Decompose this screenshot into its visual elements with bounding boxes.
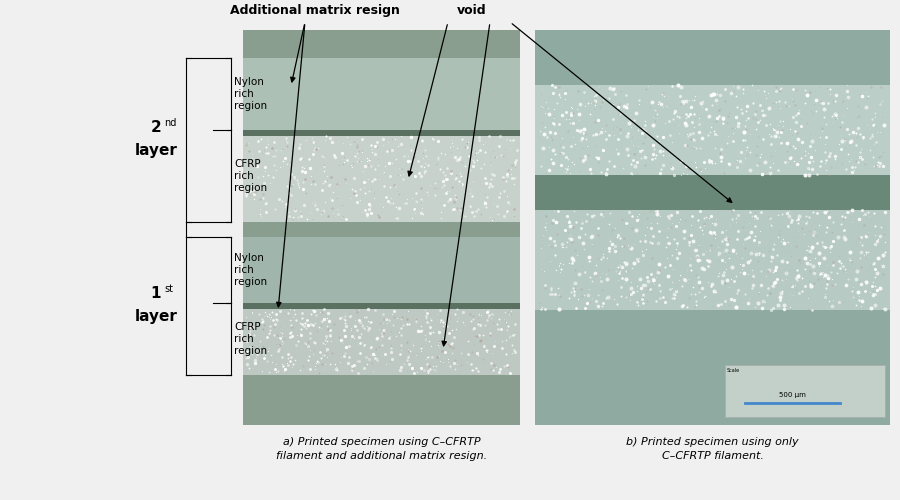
Text: nd: nd <box>164 118 176 128</box>
Bar <box>535 30 890 85</box>
Bar <box>535 85 890 175</box>
Bar <box>243 30 520 425</box>
Text: b) Printed specimen using only
C–CFRTP filament.: b) Printed specimen using only C–CFRTP f… <box>626 437 799 461</box>
Bar <box>535 310 890 425</box>
Bar <box>243 130 520 136</box>
Bar <box>243 237 520 303</box>
Text: a) Printed specimen using C–CFRTP
filament and additional matrix resign.: a) Printed specimen using C–CFRTP filame… <box>276 437 487 461</box>
Bar <box>243 30 520 58</box>
Bar <box>535 175 890 210</box>
Bar <box>243 136 520 222</box>
Text: 1: 1 <box>151 286 161 302</box>
Text: st: st <box>164 284 173 294</box>
Text: 500 μm: 500 μm <box>779 392 806 398</box>
Bar <box>243 375 520 425</box>
Text: Additional matrix resign: Additional matrix resign <box>230 4 400 17</box>
Text: Nylon
rich
region: Nylon rich region <box>234 78 267 110</box>
Bar <box>243 309 520 375</box>
Text: Scale: Scale <box>727 368 740 373</box>
Text: layer: layer <box>135 142 177 158</box>
Text: CFRP
rich
region: CFRP rich region <box>234 322 267 356</box>
Bar <box>535 30 890 425</box>
Bar <box>725 365 885 417</box>
Text: 2: 2 <box>150 120 161 136</box>
Bar <box>243 222 520 237</box>
Text: Nylon
rich
region: Nylon rich region <box>234 254 267 286</box>
Text: CFRP
rich
region: CFRP rich region <box>234 160 267 192</box>
Bar <box>535 210 890 310</box>
Text: layer: layer <box>135 308 177 324</box>
Text: void: void <box>457 4 487 17</box>
Bar <box>243 58 520 130</box>
Bar <box>243 303 520 309</box>
